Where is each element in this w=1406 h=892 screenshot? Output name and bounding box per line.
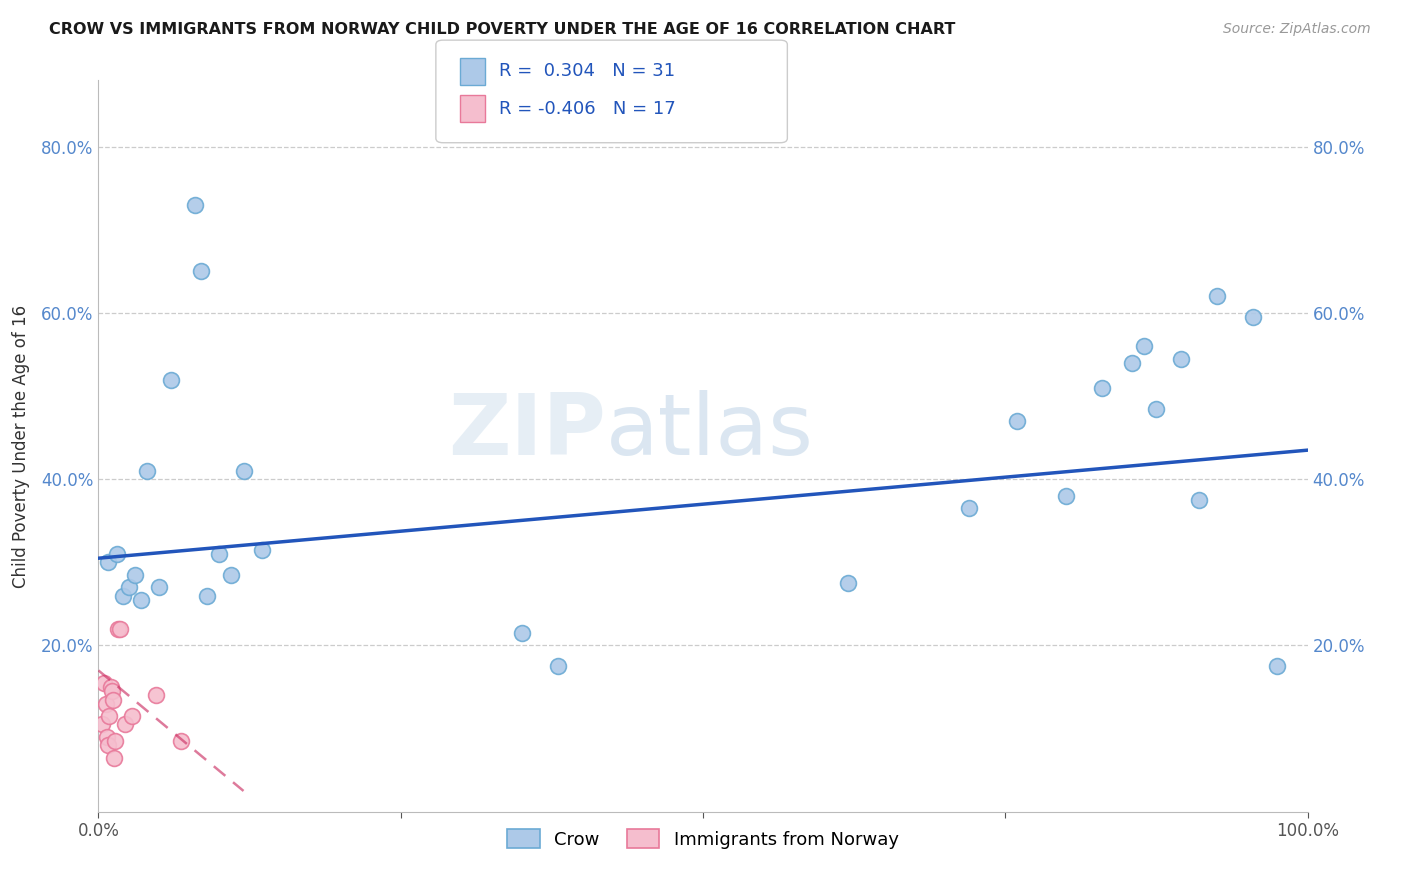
Point [195, 589, 218, 603]
Point [100, 684, 122, 698]
Point [107, 622, 129, 636]
Point [96, 730, 118, 744]
Point [1121, 356, 1143, 370]
Point [232, 464, 254, 478]
Point [97, 555, 120, 569]
Point [221, 567, 243, 582]
Point [101, 692, 124, 706]
Point [97, 738, 120, 752]
Point [94, 697, 117, 711]
Point [957, 501, 980, 516]
Point [129, 592, 152, 607]
Point [1146, 401, 1168, 416]
Point [837, 576, 859, 591]
Point [114, 717, 136, 731]
Point [1170, 351, 1192, 366]
Point [169, 734, 191, 748]
Point [1091, 381, 1114, 395]
Point [104, 734, 127, 748]
Point [105, 547, 128, 561]
Legend: Crow, Immigrants from Norway: Crow, Immigrants from Norway [498, 820, 908, 857]
Text: CROW VS IMMIGRANTS FROM NORWAY CHILD POVERTY UNDER THE AGE OF 16 CORRELATION CHA: CROW VS IMMIGRANTS FROM NORWAY CHILD POV… [49, 22, 956, 37]
Point [118, 580, 141, 594]
Point [124, 567, 146, 582]
Point [160, 372, 183, 386]
Point [93, 676, 115, 690]
Point [145, 689, 167, 703]
Point [100, 680, 122, 694]
Y-axis label: Child Poverty Under the Age of 16: Child Poverty Under the Age of 16 [11, 304, 30, 588]
Text: ZIP: ZIP [449, 390, 606, 473]
Point [91, 717, 114, 731]
Point [121, 709, 143, 723]
Point [547, 659, 569, 673]
Point [111, 589, 134, 603]
Point [1241, 310, 1264, 325]
Point [1054, 489, 1077, 503]
Text: R = -0.406   N = 17: R = -0.406 N = 17 [499, 100, 676, 118]
Point [184, 198, 207, 212]
Text: atlas: atlas [606, 390, 814, 473]
Point [1007, 414, 1029, 428]
Point [108, 622, 131, 636]
Point [190, 264, 212, 278]
Point [103, 750, 125, 764]
Point [250, 542, 273, 557]
Text: R =  0.304   N = 31: R = 0.304 N = 31 [499, 62, 675, 80]
Point [135, 464, 157, 478]
Point [148, 580, 170, 594]
Point [510, 626, 533, 640]
Point [1188, 493, 1211, 508]
Point [1267, 659, 1289, 673]
Point [1133, 339, 1156, 353]
Point [208, 547, 231, 561]
Point [1206, 289, 1229, 303]
Text: Source: ZipAtlas.com: Source: ZipAtlas.com [1223, 22, 1371, 37]
Point [98, 709, 121, 723]
